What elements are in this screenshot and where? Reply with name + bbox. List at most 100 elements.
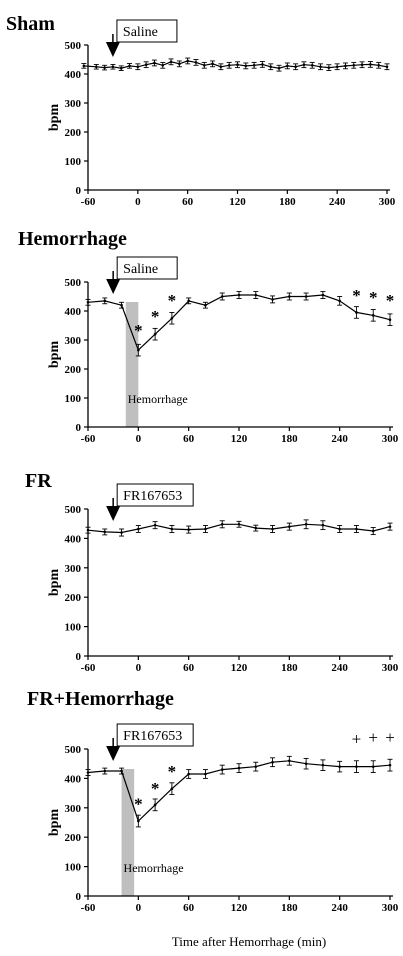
x-tick-label: 120 bbox=[231, 433, 248, 445]
x-tick-label: 240 bbox=[331, 433, 348, 445]
panel-title: Sham bbox=[6, 13, 55, 35]
data-point bbox=[321, 523, 325, 527]
data-point bbox=[252, 64, 256, 67]
y-tick-label: 400 bbox=[65, 69, 82, 81]
data-point bbox=[227, 64, 231, 67]
x-tick-label: 240 bbox=[331, 902, 348, 914]
y-tick-label: 100 bbox=[65, 622, 82, 634]
data-point bbox=[204, 527, 207, 531]
x-tick-label: 180 bbox=[279, 196, 296, 208]
data-point bbox=[220, 522, 224, 526]
y-tick-label: 200 bbox=[65, 364, 82, 376]
data-point bbox=[371, 314, 375, 317]
x-tick-label: 0 bbox=[136, 433, 142, 445]
x-tick-label: 120 bbox=[229, 196, 246, 208]
data-point bbox=[187, 772, 190, 776]
x-tick-label: 180 bbox=[281, 902, 298, 914]
data-point bbox=[103, 299, 107, 303]
y-tick-label: 0 bbox=[76, 185, 82, 197]
injection-label: Saline bbox=[123, 262, 158, 277]
injection-label: FR167653 bbox=[123, 489, 182, 504]
plus-marker: + bbox=[352, 730, 362, 749]
data-point bbox=[111, 65, 115, 69]
data-point bbox=[103, 769, 107, 773]
plus-marker: + bbox=[368, 728, 378, 747]
data-point bbox=[120, 769, 123, 773]
data-point bbox=[204, 303, 207, 307]
hemorrhage-label: Hemorrhage bbox=[124, 861, 184, 875]
data-point bbox=[136, 65, 140, 69]
data-point bbox=[186, 59, 189, 63]
injection-arrow bbox=[106, 746, 121, 761]
data-point bbox=[187, 528, 190, 531]
x-tick-label: 300 bbox=[382, 902, 399, 914]
x-tick-label: 60 bbox=[183, 662, 195, 674]
data-point bbox=[220, 295, 224, 298]
data-point bbox=[82, 64, 86, 68]
injection-label: FR167653 bbox=[123, 729, 182, 744]
data-point bbox=[304, 762, 308, 765]
x-tick-label: -60 bbox=[81, 196, 96, 208]
data-point bbox=[86, 771, 90, 774]
data-point bbox=[388, 318, 392, 322]
data-point bbox=[254, 293, 258, 297]
data-point bbox=[335, 65, 339, 69]
significance-marker: * bbox=[151, 307, 160, 326]
data-point bbox=[204, 772, 207, 776]
y-tick-label: 100 bbox=[65, 156, 82, 168]
data-point bbox=[86, 528, 90, 532]
data-point bbox=[103, 530, 107, 534]
data-point bbox=[288, 295, 291, 298]
y-tick-label: 200 bbox=[65, 127, 82, 139]
data-point bbox=[254, 765, 258, 768]
data-point bbox=[371, 529, 375, 533]
data-point bbox=[355, 765, 358, 768]
data-point bbox=[219, 65, 223, 69]
data-point bbox=[187, 299, 190, 303]
y-tick-label: 0 bbox=[76, 891, 82, 903]
data-point bbox=[338, 765, 341, 768]
significance-marker: * bbox=[168, 291, 177, 310]
injection-arrow bbox=[106, 506, 121, 521]
significance-marker: * bbox=[386, 291, 395, 310]
x-tick-label: 120 bbox=[231, 902, 248, 914]
data-point bbox=[236, 63, 239, 67]
x-axis-label: Time after Hemorrhage (min) bbox=[172, 934, 326, 949]
data-point bbox=[161, 64, 165, 67]
data-point bbox=[344, 64, 347, 68]
y-tick-label: 300 bbox=[65, 335, 82, 347]
data-point bbox=[321, 763, 325, 767]
data-point bbox=[377, 64, 380, 67]
x-tick-label: -60 bbox=[81, 902, 96, 914]
data-point bbox=[254, 526, 258, 530]
y-tick-label: 0 bbox=[76, 651, 82, 663]
plus-marker: + bbox=[385, 728, 395, 747]
y-tick-label: 100 bbox=[65, 393, 82, 405]
y-tick-label: 200 bbox=[65, 592, 82, 604]
data-point bbox=[169, 60, 173, 64]
x-tick-label: 180 bbox=[281, 662, 298, 674]
data-point bbox=[103, 66, 106, 69]
x-tick-label: 120 bbox=[231, 662, 248, 674]
data-point bbox=[237, 522, 241, 526]
data-point bbox=[369, 63, 372, 66]
data-point bbox=[237, 766, 241, 770]
data-point bbox=[338, 527, 341, 531]
data-point bbox=[128, 64, 131, 68]
x-tick-label: 240 bbox=[329, 196, 346, 208]
x-tick-label: 180 bbox=[281, 433, 298, 445]
data-point bbox=[286, 64, 289, 68]
data-point bbox=[271, 527, 274, 531]
significance-marker: * bbox=[134, 794, 143, 813]
data-point bbox=[327, 66, 331, 69]
x-tick-label: -60 bbox=[81, 662, 96, 674]
y-tick-label: 400 bbox=[65, 533, 82, 545]
data-point bbox=[120, 531, 123, 534]
significance-marker: * bbox=[168, 762, 177, 781]
data-point bbox=[153, 332, 157, 336]
data-point bbox=[120, 303, 123, 307]
x-tick-label: 0 bbox=[136, 662, 142, 674]
data-point bbox=[244, 64, 248, 68]
hemorrhage-shading bbox=[125, 302, 139, 427]
data-point bbox=[288, 759, 291, 763]
